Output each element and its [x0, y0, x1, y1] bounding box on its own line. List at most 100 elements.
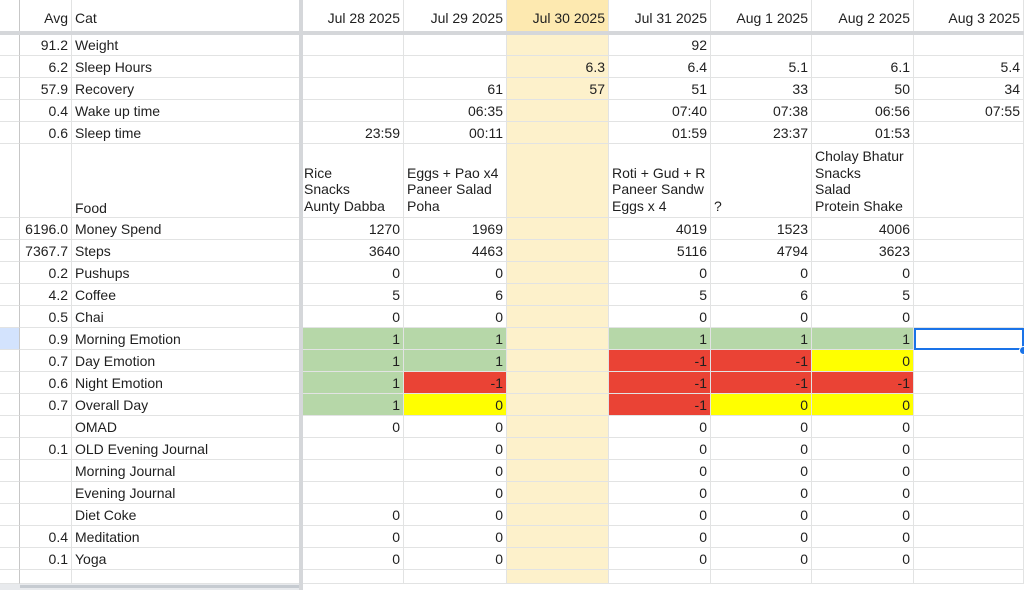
value-cell[interactable]: 0 — [711, 548, 812, 570]
value-cell[interactable] — [609, 570, 711, 584]
category-label[interactable]: Yoga — [72, 548, 301, 570]
avg-value[interactable]: 0.1 — [20, 438, 72, 460]
avg-value[interactable]: 0.6 — [20, 122, 72, 144]
value-cell[interactable]: 0 — [711, 482, 812, 504]
value-cell[interactable]: 0 — [404, 482, 507, 504]
value-cell[interactable]: 23:59 — [301, 122, 404, 144]
value-cell[interactable]: 07:40 — [609, 100, 711, 122]
value-cell[interactable]: 61 — [404, 78, 507, 100]
category-label[interactable]: OLD Evening Journal — [72, 438, 301, 460]
category-label[interactable]: Wake up time — [72, 100, 301, 122]
food-cell[interactable] — [914, 144, 1024, 218]
category-label[interactable]: Morning Journal — [72, 460, 301, 482]
value-cell[interactable] — [812, 34, 914, 56]
value-cell[interactable]: 1 — [812, 328, 914, 350]
value-cell[interactable]: 5116 — [609, 240, 711, 262]
row-number[interactable] — [0, 526, 20, 548]
avg-value[interactable]: 0.7 — [20, 394, 72, 416]
value-cell[interactable]: 5.1 — [711, 56, 812, 78]
avg-value[interactable]: 4.2 — [20, 284, 72, 306]
value-cell[interactable]: 0 — [609, 416, 711, 438]
row-number[interactable] — [0, 240, 20, 262]
row-number[interactable] — [0, 34, 20, 56]
value-cell[interactable]: 0 — [711, 416, 812, 438]
food-cell[interactable]: ? — [711, 144, 812, 218]
value-cell[interactable]: 0 — [404, 262, 507, 284]
value-cell[interactable] — [507, 570, 609, 584]
value-cell[interactable]: 0 — [301, 526, 404, 548]
value-cell[interactable]: 1969 — [404, 218, 507, 240]
value-cell[interactable]: 4463 — [404, 240, 507, 262]
value-cell[interactable]: 0 — [711, 526, 812, 548]
value-cell[interactable] — [301, 100, 404, 122]
avg-value[interactable] — [20, 504, 72, 526]
value-cell[interactable]: 0 — [404, 306, 507, 328]
row-number[interactable] — [0, 460, 20, 482]
category-label[interactable]: Pushups — [72, 262, 301, 284]
value-cell[interactable] — [301, 438, 404, 460]
value-cell[interactable]: 1 — [301, 372, 404, 394]
value-cell[interactable] — [507, 100, 609, 122]
value-cell[interactable]: 33 — [711, 78, 812, 100]
value-cell[interactable]: 0 — [404, 394, 507, 416]
category-label[interactable]: Steps — [72, 240, 301, 262]
value-cell[interactable]: 0 — [609, 438, 711, 460]
avg-value[interactable]: 0.5 — [20, 306, 72, 328]
value-cell[interactable]: 1 — [711, 328, 812, 350]
value-cell[interactable]: 0 — [301, 306, 404, 328]
value-cell[interactable]: 06:56 — [812, 100, 914, 122]
food-cell[interactable]: Cholay Bhatur Snacks Salad Protein Shake — [812, 144, 914, 218]
value-cell[interactable]: 0 — [812, 548, 914, 570]
value-cell[interactable] — [914, 350, 1024, 372]
avg-value[interactable]: 0.2 — [20, 262, 72, 284]
row-number[interactable] — [0, 570, 20, 584]
value-cell[interactable]: 0 — [812, 262, 914, 284]
row-number[interactable] — [0, 78, 20, 100]
value-cell[interactable] — [711, 34, 812, 56]
value-cell[interactable]: 4794 — [711, 240, 812, 262]
category-label[interactable]: Night Emotion — [72, 372, 301, 394]
value-cell[interactable]: 1 — [404, 350, 507, 372]
value-cell[interactable]: 07:38 — [711, 100, 812, 122]
date-header-2[interactable]: Jul 30 2025 — [507, 0, 609, 32]
value-cell[interactable]: -1 — [711, 372, 812, 394]
category-label[interactable]: Food — [72, 144, 301, 218]
value-cell[interactable] — [507, 350, 609, 372]
row-number[interactable] — [0, 306, 20, 328]
value-cell[interactable]: 0 — [812, 394, 914, 416]
value-cell[interactable]: 0 — [404, 548, 507, 570]
value-cell[interactable] — [812, 570, 914, 584]
value-cell[interactable]: 0 — [301, 504, 404, 526]
value-cell[interactable] — [914, 122, 1024, 144]
value-cell[interactable] — [914, 240, 1024, 262]
row-number[interactable] — [0, 144, 20, 218]
value-cell[interactable]: 0 — [812, 438, 914, 460]
avg-value[interactable]: 0.7 — [20, 350, 72, 372]
value-cell[interactable]: 00:11 — [404, 122, 507, 144]
value-cell[interactable] — [507, 372, 609, 394]
category-label[interactable]: Sleep Hours — [72, 56, 301, 78]
value-cell[interactable] — [914, 438, 1024, 460]
value-cell[interactable]: 0 — [812, 526, 914, 548]
value-cell[interactable]: 01:59 — [609, 122, 711, 144]
avg-value[interactable] — [20, 570, 72, 584]
value-cell[interactable]: 0 — [812, 416, 914, 438]
row-number[interactable] — [0, 372, 20, 394]
value-cell[interactable]: -1 — [812, 372, 914, 394]
value-cell[interactable]: 92 — [609, 34, 711, 56]
value-cell[interactable]: 1 — [301, 394, 404, 416]
value-cell[interactable]: 0 — [812, 350, 914, 372]
value-cell[interactable]: 0 — [301, 262, 404, 284]
category-label[interactable] — [72, 570, 301, 584]
value-cell[interactable]: 34 — [914, 78, 1024, 100]
category-label[interactable]: Coffee — [72, 284, 301, 306]
value-cell[interactable]: -1 — [404, 372, 507, 394]
value-cell[interactable]: 01:53 — [812, 122, 914, 144]
avg-value[interactable]: 0.4 — [20, 526, 72, 548]
avg-value[interactable]: 0.1 — [20, 548, 72, 570]
value-cell[interactable] — [507, 34, 609, 56]
frozen-row-divider[interactable] — [0, 31, 1024, 35]
value-cell[interactable]: 4019 — [609, 218, 711, 240]
avg-value[interactable] — [20, 144, 72, 218]
value-cell[interactable] — [914, 548, 1024, 570]
